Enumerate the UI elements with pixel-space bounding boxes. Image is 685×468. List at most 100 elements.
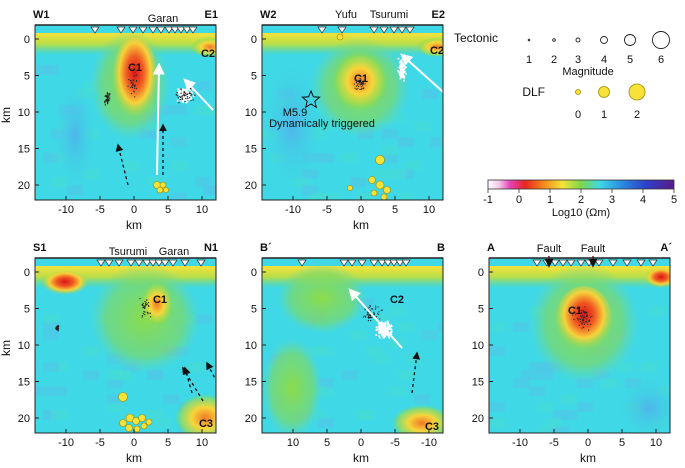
tectonic-event xyxy=(583,322,585,324)
tectonic-event xyxy=(360,88,362,91)
conductor-label: C1 xyxy=(568,305,582,317)
x-tick-label: 10 xyxy=(287,437,299,449)
tectonic-event xyxy=(188,92,191,94)
tectonic-event xyxy=(588,319,591,321)
tectonic-event xyxy=(403,76,406,79)
model-cell xyxy=(398,137,414,147)
dlf-magnitude-symbol xyxy=(628,83,646,101)
model-cell xyxy=(382,145,398,155)
tectonic-event xyxy=(387,326,390,329)
tectonic-event xyxy=(578,308,580,311)
tectonic-event xyxy=(366,314,368,316)
model-cell xyxy=(489,418,505,428)
fluid-path-arrow xyxy=(411,351,421,394)
conductor-label: C1 xyxy=(128,62,142,74)
model-cell xyxy=(43,153,59,163)
colorbar-tick-label: 1 xyxy=(547,194,553,206)
tectonic-magnitude-label: 6 xyxy=(658,54,664,66)
y-tick-label: 20 xyxy=(472,413,484,425)
y-tick-label: 10 xyxy=(18,340,30,352)
model-cell xyxy=(342,370,358,380)
dlf-magnitude-label: 2 xyxy=(634,109,640,121)
model-cell xyxy=(155,418,171,428)
colorbar-tick-label: 4 xyxy=(640,194,646,206)
profile-endpoint: S1 xyxy=(33,242,46,254)
model-cell xyxy=(537,370,553,380)
x-tick-label: 5 xyxy=(619,437,625,449)
x-tick-label: -10 xyxy=(58,437,74,449)
tectonic-event xyxy=(130,93,133,95)
station-marker xyxy=(180,259,190,267)
model-cell xyxy=(382,129,398,139)
tectonic-event xyxy=(358,82,360,84)
fault-label: Fault xyxy=(581,243,605,255)
tectonic-event xyxy=(368,317,370,319)
tectonic-event xyxy=(377,306,379,308)
conductor-c1 xyxy=(113,35,157,119)
colorbar-tick-label: 2 xyxy=(578,194,584,206)
tectonic-event xyxy=(586,322,588,324)
profile-endpoint: A xyxy=(487,242,495,254)
station-marker xyxy=(317,26,327,34)
y-tick-label: 15 xyxy=(18,144,30,156)
model-cell xyxy=(43,65,59,75)
tectonic-event xyxy=(366,311,369,314)
tectonic-event xyxy=(190,97,193,100)
model-cell xyxy=(489,346,505,356)
tectonic-event xyxy=(186,97,189,100)
model-cell xyxy=(649,306,665,316)
y-tick-label: 10 xyxy=(18,107,30,119)
model-cell xyxy=(318,418,334,428)
tectonic-event xyxy=(401,67,404,70)
model-cell xyxy=(374,354,390,364)
tectonic-event xyxy=(135,87,138,89)
m59-star-icon xyxy=(301,89,321,109)
dlf-magnitude-symbol xyxy=(598,86,610,98)
tectonic-event xyxy=(385,333,388,336)
tectonic-event xyxy=(370,314,372,316)
station-marker xyxy=(383,259,393,267)
x-axis-title: km xyxy=(126,218,142,232)
y-tick-label: 20 xyxy=(18,413,30,425)
fluid-path-arrow xyxy=(182,366,204,402)
dlf-magnitude-label: 0 xyxy=(575,109,581,121)
station-marker xyxy=(104,259,114,267)
tectonic-event xyxy=(146,303,149,305)
surface-conductor xyxy=(43,271,87,295)
tectonic-event xyxy=(397,57,400,60)
y-tick-label: 10 xyxy=(472,340,484,352)
tectonic-event xyxy=(139,297,141,300)
tectonic-event xyxy=(384,322,387,325)
panel-s1n1: Tsurumi Garan C1 C3 S1 N1 -10 -5 0 5 10 km 0 5 10 15 20 k… xyxy=(0,242,218,465)
tectonic-magnitude-symbol xyxy=(575,37,581,43)
tectonic-event xyxy=(178,102,180,104)
tectonic-event xyxy=(581,322,583,324)
station-marker xyxy=(154,259,164,267)
tectonic-event xyxy=(183,91,186,93)
y-tick-label: 5 xyxy=(251,71,257,83)
tectonic-event xyxy=(127,85,129,87)
tectonic-event xyxy=(364,315,366,317)
tectonic-event xyxy=(581,309,583,312)
resistive-zone xyxy=(264,65,320,185)
tectonic-event xyxy=(583,318,585,320)
tectonic-event xyxy=(148,301,150,304)
station-marker xyxy=(347,259,357,267)
tectonic-event xyxy=(185,101,188,104)
profile-endpoint: E2 xyxy=(432,9,445,21)
tectonic-event xyxy=(377,313,379,315)
tectonic-event xyxy=(56,324,59,327)
tectonic-event xyxy=(144,304,146,307)
tectonic-event xyxy=(181,97,183,99)
x-tick-label: -10 xyxy=(421,437,437,449)
migration-arrow xyxy=(183,78,214,111)
tectonic-event xyxy=(367,316,369,318)
tectonic-event xyxy=(134,84,136,86)
tectonic-event xyxy=(176,94,179,97)
tectonic-event xyxy=(371,308,373,310)
model-cell xyxy=(123,161,139,171)
model-cell xyxy=(406,161,422,171)
tectonic-event xyxy=(142,302,144,304)
tectonic-event xyxy=(190,91,193,94)
tectonic-event xyxy=(578,324,581,326)
